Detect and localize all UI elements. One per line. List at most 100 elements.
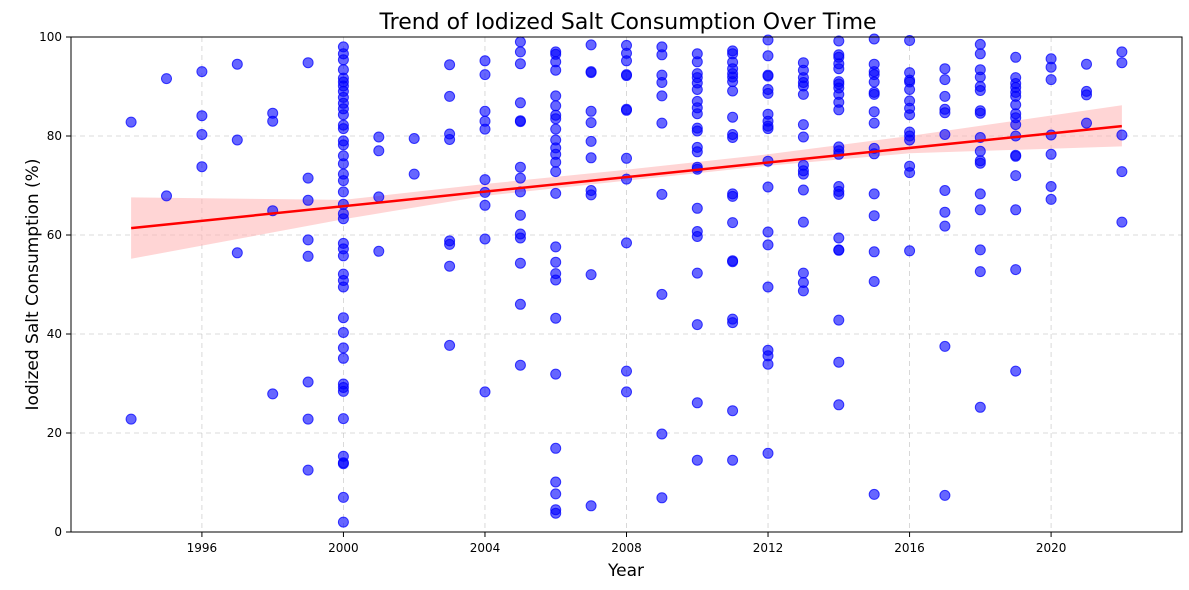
data-point	[939, 107, 951, 119]
data-point	[125, 413, 137, 425]
data-point	[691, 84, 703, 95]
data-point	[550, 90, 562, 102]
data-point	[550, 274, 562, 286]
y-tick-label: 0	[54, 525, 62, 539]
data-point	[656, 77, 668, 88]
data-point	[727, 132, 739, 143]
data-point	[514, 298, 526, 310]
data-point	[833, 232, 845, 244]
data-point	[267, 388, 279, 400]
data-point	[1010, 170, 1022, 182]
data-point	[514, 116, 526, 128]
data-point	[656, 117, 668, 129]
data-point	[691, 125, 703, 137]
data-point	[302, 234, 314, 246]
data-point	[868, 117, 880, 129]
data-point	[337, 413, 349, 425]
data-point	[337, 123, 349, 135]
data-point	[833, 356, 845, 368]
data-point	[691, 397, 703, 409]
y-axis-ticks: 0 20 40 60 80 100	[39, 30, 71, 539]
data-point	[479, 233, 491, 245]
data-point	[656, 428, 668, 440]
data-point	[585, 67, 597, 79]
data-point	[656, 492, 668, 504]
data-point	[974, 401, 986, 413]
data-point	[550, 166, 562, 178]
data-point	[833, 314, 845, 326]
data-point	[868, 106, 880, 118]
y-tick-label: 80	[47, 129, 62, 143]
data-point	[727, 405, 739, 417]
data-point	[939, 129, 951, 140]
data-point	[550, 442, 562, 454]
data-point	[373, 245, 385, 257]
data-point	[1116, 166, 1128, 178]
data-point	[868, 76, 880, 88]
data-point	[939, 74, 951, 86]
x-tick-label: 2008	[611, 541, 642, 555]
data-point	[125, 116, 137, 128]
data-point	[1010, 119, 1022, 131]
data-point	[550, 241, 562, 253]
data-point	[337, 491, 349, 503]
data-point	[585, 152, 597, 164]
points-layer	[125, 33, 1128, 528]
data-point	[621, 386, 632, 398]
data-point	[691, 108, 703, 120]
data-point	[656, 288, 668, 300]
data-point	[1045, 193, 1057, 205]
data-point	[727, 256, 739, 268]
data-point	[904, 84, 916, 95]
data-point	[550, 368, 562, 380]
data-point	[585, 117, 597, 129]
data-point	[974, 38, 986, 50]
data-point	[904, 245, 916, 257]
data-point	[514, 172, 526, 184]
data-point	[550, 64, 562, 76]
data-point	[1081, 89, 1092, 101]
data-point	[797, 119, 809, 131]
data-point	[833, 63, 845, 75]
data-point	[479, 199, 491, 211]
data-point	[656, 49, 668, 61]
data-point	[550, 488, 562, 500]
data-point	[833, 244, 845, 256]
data-point	[621, 365, 632, 377]
data-point	[1045, 74, 1057, 86]
data-point	[444, 238, 456, 250]
data-point	[337, 458, 349, 470]
data-point	[974, 266, 986, 278]
data-point	[196, 161, 208, 173]
data-point	[337, 213, 349, 225]
data-point	[550, 507, 562, 519]
data-point	[727, 317, 739, 329]
data-point	[337, 109, 349, 121]
data-point	[550, 100, 562, 112]
data-point	[337, 385, 349, 397]
data-point	[1010, 365, 1022, 377]
data-point	[1045, 181, 1057, 192]
data-point	[1045, 61, 1057, 73]
data-point	[691, 319, 703, 331]
data-point	[550, 187, 562, 199]
data-point	[514, 161, 526, 173]
data-point	[550, 256, 562, 268]
data-point	[974, 204, 986, 216]
regression-line	[131, 124, 1122, 230]
data-point	[337, 186, 349, 198]
data-point	[621, 104, 632, 116]
data-point	[762, 123, 774, 135]
data-point	[939, 90, 951, 102]
data-point	[974, 145, 986, 157]
data-point	[868, 33, 880, 45]
data-point	[337, 312, 349, 324]
data-point	[797, 88, 809, 100]
data-point	[196, 129, 208, 140]
data-point	[1081, 117, 1092, 129]
data-point	[337, 327, 349, 338]
data-point	[337, 342, 349, 354]
data-point	[797, 216, 809, 228]
data-point	[514, 232, 526, 244]
